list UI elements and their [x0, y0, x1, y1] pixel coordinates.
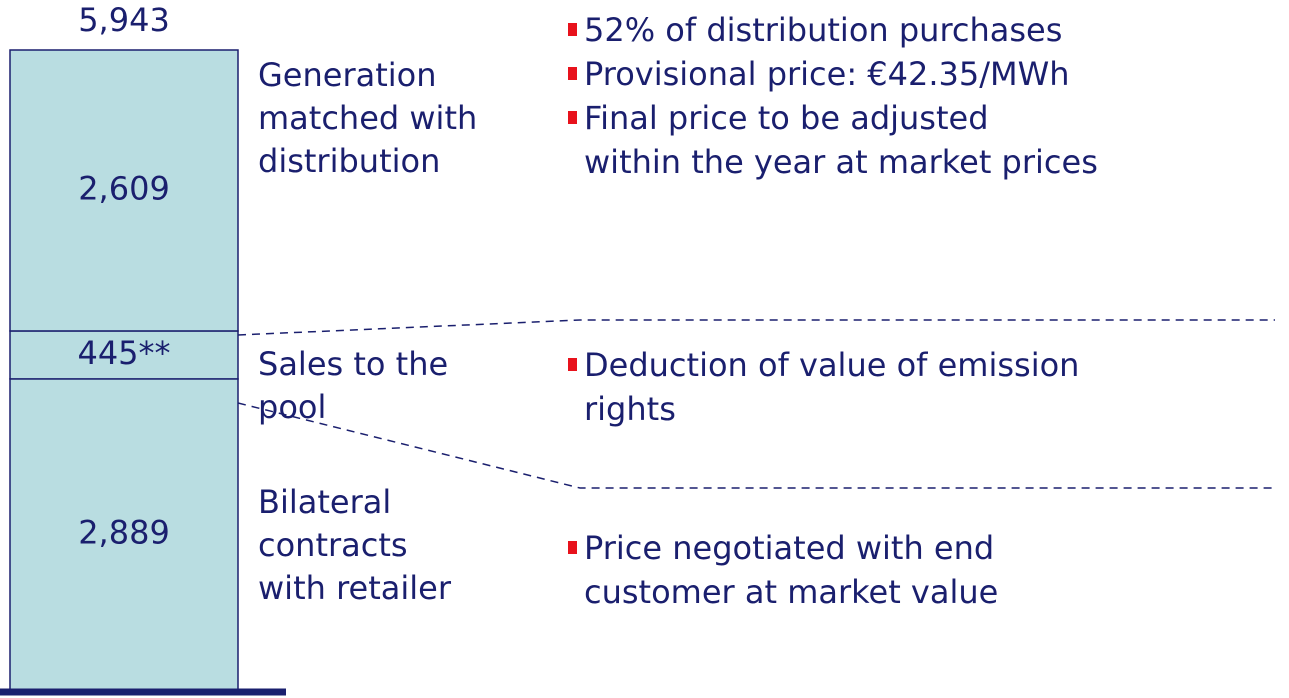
note: 52% of distribution purchases: [568, 8, 1098, 52]
bar-segment: [9, 330, 239, 380]
note: Deduction of value of emission rights: [568, 343, 1079, 431]
bar-segment: [9, 49, 239, 332]
notes: Deduction of value of emission rights: [568, 343, 1079, 431]
connector: [237, 402, 1275, 489]
bar-segment: [9, 378, 239, 691]
segment-label: 2,889: [78, 513, 170, 551]
note: Provisional price: €42.35/MWh: [568, 52, 1098, 96]
connector: [237, 319, 1275, 336]
segment-name: Bilateral contracts with retailer: [258, 483, 451, 607]
segment-name: Generation matched with distribution: [258, 56, 478, 180]
note: Final price to be adjusted within the ye…: [568, 96, 1098, 184]
notes: Price negotiated with end customer at ma…: [568, 526, 998, 614]
total-label: 5,943: [78, 1, 170, 39]
segment-name: Sales to the pool: [258, 345, 449, 426]
note: Price negotiated with end customer at ma…: [568, 526, 998, 614]
notes: 52% of distribution purchases Provisional…: [568, 8, 1098, 184]
segment-label: 2,609: [78, 169, 170, 207]
segment-label: 445**: [77, 334, 170, 372]
